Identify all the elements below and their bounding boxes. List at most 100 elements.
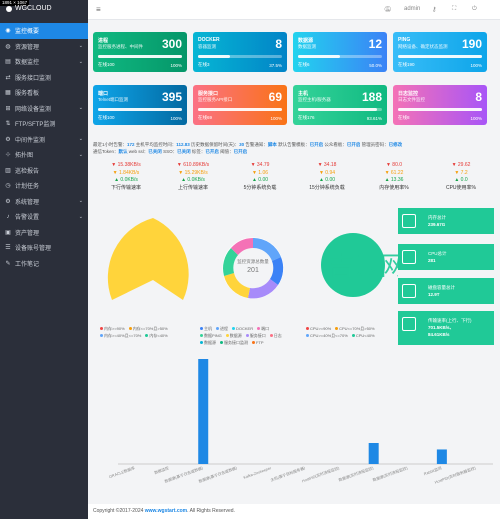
sidebar-item[interactable]: ☰ 设备账号管理 [0, 240, 88, 256]
sidebar-item-label: 中间件监测 [15, 137, 46, 144]
legend-label: 数据PING [204, 333, 222, 338]
stat-avg: ▼ 61.22 [384, 169, 404, 176]
sidebar-item[interactable]: ⚙ 中间件监测 ⌄ [0, 132, 88, 148]
legend-label: CPU>=90% [310, 326, 332, 331]
sidebar-item[interactable]: ⇄ 服务接口监测 [0, 70, 88, 86]
legend-entry[interactable]: CPU<=70%且>50% [335, 325, 375, 332]
menu-toggle-icon[interactable]: ≡ [96, 5, 101, 14]
memory-pie-slice [107, 218, 153, 300]
board-status: 已开启 [346, 142, 361, 147]
card-online: 在线6 [298, 62, 310, 67]
key-icon[interactable]: ⚷ [432, 7, 437, 13]
summary-card[interactable]: 日志监控 日志文件监控 8 在线8 100% [393, 85, 487, 125]
card-progress [198, 55, 282, 58]
legend-entry[interactable]: 端口 [257, 325, 269, 332]
legend-entry[interactable]: 内存>=40%且<=70% [100, 332, 141, 339]
card-percent: 100% [270, 116, 282, 121]
tag-status: 已开启 [205, 149, 219, 154]
side-card[interactable]: 传输速率(上行、下行) 701.5KB/s、 84.61KB/s [398, 311, 494, 345]
card-count: 69 [268, 90, 282, 104]
stat-label: 下行传输速率 [110, 184, 141, 191]
summary-card[interactable]: 端口 Telnet端口监测 395 在线100 100% [93, 85, 187, 125]
legend-entry[interactable]: 内存>=90% [100, 325, 125, 332]
side-card[interactable]: 磁盘容量总计 12.9T [398, 278, 494, 304]
legend-entry[interactable]: FTP [252, 339, 264, 346]
summary-card[interactable]: 服务接口 监控服务API接口 69 在线69 100% [193, 85, 287, 125]
bar-category-label: HostPID(实时进程监控) [301, 465, 340, 483]
bar[interactable] [436, 449, 447, 464]
summary-card[interactable]: 主机 监控主机/服务器 188 在线176 93.61% [293, 85, 387, 125]
account-icon: ☰ [5, 245, 11, 252]
sidebar-item[interactable]: ⚙ 系统管理 ⌄ [0, 194, 88, 210]
legend-entry[interactable]: 主机 [200, 325, 212, 332]
card-title: 服务接口 [198, 91, 219, 97]
legend-entry[interactable]: 数据源 [200, 339, 216, 346]
info-label: 管理员密码： [361, 142, 389, 147]
sidebar-item[interactable]: ♪ 告警设置 ⌄ [0, 209, 88, 225]
stat-min: ▲ 13.36 [384, 177, 404, 183]
card-subtitle: 监控服务进程、中间件 [98, 44, 143, 49]
footer: Copyright ©2017-2024 www.wgstart.com. Al… [88, 504, 500, 519]
threshold-status: 已开启 [233, 149, 248, 154]
summary-card[interactable]: 进程 监控服务进程、中间件 300 在线100 100% [93, 32, 187, 72]
fullscreen-icon[interactable]: ⛶ [452, 6, 457, 12]
side-card-value: 239.67G [428, 222, 446, 227]
sidebar-item-label: 设备账号管理 [15, 246, 52, 253]
sidebar-item[interactable]: ⊹ 拓扑图 ⌄ [0, 147, 88, 163]
app-logo[interactable]: WGCLOUD [6, 5, 52, 12]
notice-type: 脚本 [267, 142, 277, 147]
side-card[interactable]: CPU总计 281 [398, 244, 494, 270]
card-subtitle: 容器监测 [198, 44, 216, 49]
legend-entry[interactable]: 内存<=70%且>50% [128, 325, 168, 332]
bar[interactable] [368, 443, 379, 464]
legend-entry[interactable]: 数据PING [200, 332, 222, 339]
legend-entry[interactable]: 服务接口监测 [220, 339, 248, 346]
legend-entry[interactable]: 服务接口 [245, 332, 266, 339]
legend-label: 内存>=90% [104, 326, 125, 331]
stat-avg: ▼ 15.29KB/s [178, 169, 208, 176]
side-card[interactable]: 内存总计 239.67G [398, 208, 494, 234]
summary-card[interactable]: DOCKER 容器监测 8 在线3 37.5% [193, 32, 287, 72]
legend-entry[interactable]: CPU<40% [351, 332, 375, 339]
side-card-value: 701.5KB/s、 [428, 325, 455, 330]
bar[interactable] [198, 359, 209, 464]
chevron-down-icon: ⌄ [78, 151, 83, 158]
legend-entry[interactable]: CPU>=40%且<=70% [306, 332, 348, 339]
user-name[interactable]: admin [404, 6, 421, 12]
sidebar-item[interactable]: ▥ 巡检报告 [0, 163, 88, 179]
legend-entry[interactable]: 进程 [216, 325, 228, 332]
sidebar-item-label: 计划任务 [15, 184, 40, 191]
sidebar-item[interactable]: ◍ 资源管理 ⌄ [0, 39, 88, 55]
sidebar-item-label: 拓扑图 [15, 153, 34, 160]
sidebar-item[interactable]: ⇅ FTP/SFTP监测 [0, 116, 88, 132]
legend-entry[interactable]: 数据源 [225, 332, 242, 339]
sidebar-item-label: 工作笔记 [15, 261, 40, 268]
sidebar-item[interactable]: ▣ 资产管理 [0, 225, 88, 241]
summary-card[interactable]: 数据源 数据监测 12 在线6 50.0% [293, 32, 387, 72]
notification-off-icon[interactable]: 🔕︎ [384, 7, 392, 13]
logout-icon[interactable]: ⏻ [472, 6, 477, 12]
footer-link[interactable]: www.wgstart.com [144, 508, 188, 514]
chevron-down-icon: ⌄ [78, 213, 83, 220]
legend-entry[interactable]: 内存<40% [145, 332, 168, 339]
sidebar-item[interactable]: ▤ 数据监控 ⌄ [0, 54, 88, 70]
legend-entry[interactable]: 日志 [269, 332, 282, 339]
sidebar-item[interactable]: ✎ 工作笔记 [0, 256, 88, 272]
sidebar-item[interactable]: ◷ 计划任务 [0, 178, 88, 194]
stat-label: 内存使用率% [379, 184, 409, 191]
card-progress [198, 108, 282, 111]
legend-entry[interactable]: DOCKER [232, 325, 253, 332]
legend-label: 端口 [261, 326, 270, 331]
stat-min: ▲ 0.0KB/s [181, 177, 205, 183]
card-percent: 100% [170, 63, 182, 68]
legend-entry[interactable]: CPU>=90% [306, 325, 331, 332]
sidebar-item[interactable]: ▦ 服务看板 [0, 85, 88, 101]
sso-status: 已关闭 [177, 149, 191, 154]
info-label: 阈值： [220, 149, 234, 154]
summary-card[interactable]: PING 网络设备、确定状态监测 190 在线190 100% [393, 32, 487, 72]
resolution-badge: 1891 × 1067 [0, 0, 30, 6]
sidebar-item[interactable]: ⊞ 网络设备监测 ⌄ [0, 101, 88, 117]
card-progress [398, 55, 482, 58]
card-count: 188 [361, 90, 382, 104]
sidebar-item[interactable]: ◉ 监控概要 [0, 23, 88, 39]
